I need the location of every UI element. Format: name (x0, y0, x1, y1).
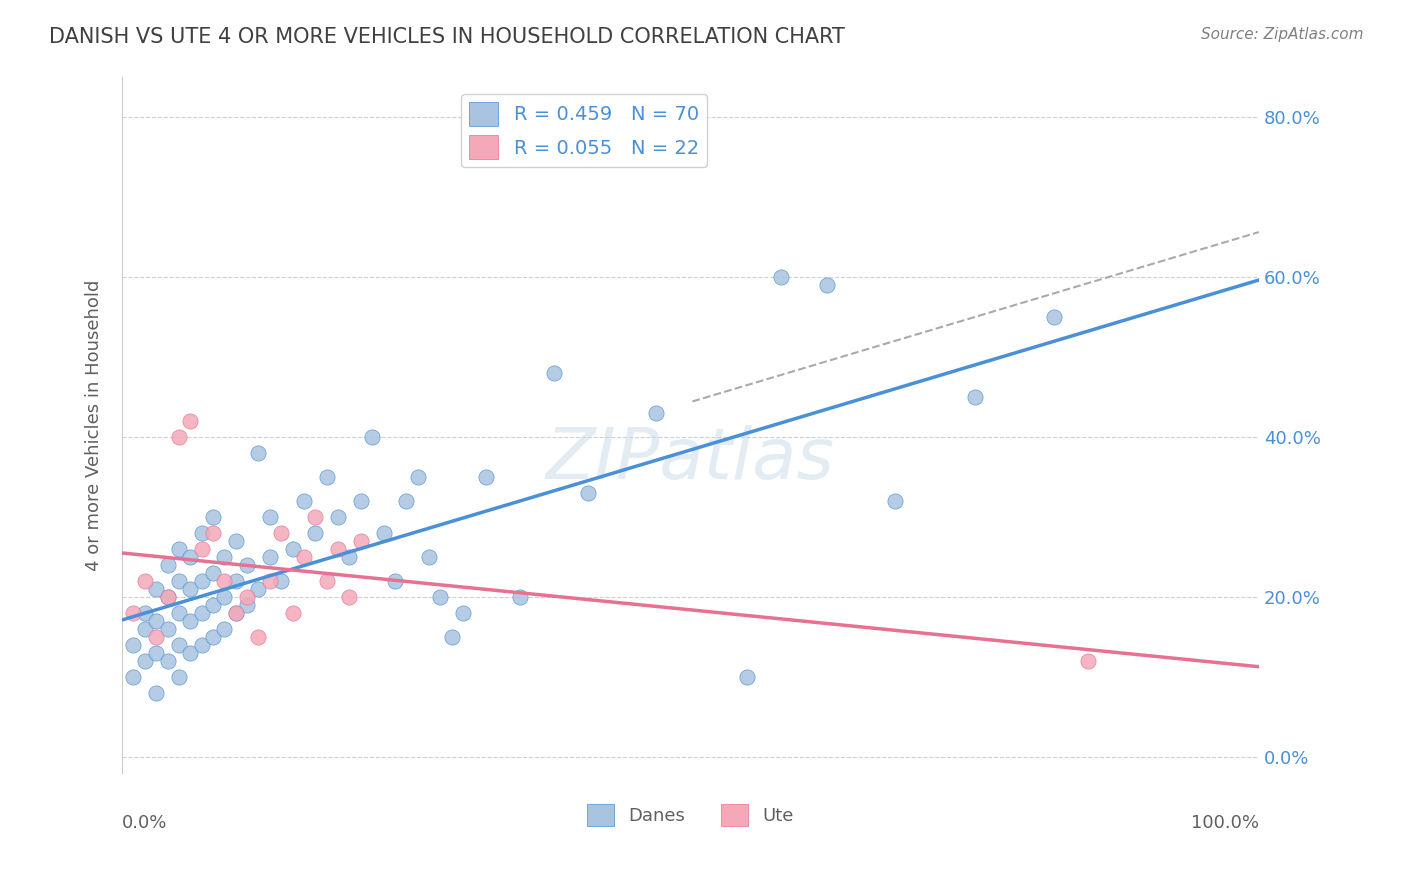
Point (145, 686, 167, 700)
Point (201, 510, 224, 524)
Point (315, 574, 337, 588)
Point (429, 590, 451, 604)
Point (190, 606, 212, 620)
Point (350, 494, 373, 508)
Point (247, 582, 270, 596)
Point (214, 622, 236, 636)
Point (214, 549, 236, 564)
Point (225, 533, 247, 548)
Point (406, 470, 429, 484)
Point (1077, 654, 1099, 668)
Point (190, 541, 212, 556)
Point (315, 470, 337, 484)
Point (225, 606, 247, 620)
Point (134, 654, 156, 668)
Point (236, 590, 259, 604)
Point (179, 646, 201, 660)
Point (339, 549, 361, 564)
Point (134, 622, 156, 636)
Point (292, 494, 315, 508)
Point (214, 574, 236, 588)
Legend: Danes, Ute: Danes, Ute (579, 797, 801, 833)
Point (247, 446, 270, 460)
Point (270, 526, 292, 541)
Point (201, 598, 224, 612)
Point (543, 366, 565, 380)
Text: ZIPatlas: ZIPatlas (546, 425, 835, 494)
Point (384, 574, 406, 588)
Point (281, 541, 304, 556)
Point (304, 510, 326, 524)
Point (1043, 310, 1066, 325)
Point (167, 430, 190, 444)
Point (167, 574, 190, 588)
Point (884, 494, 907, 508)
Point (270, 574, 292, 588)
Point (156, 622, 179, 636)
Point (770, 270, 793, 285)
Point (122, 606, 145, 620)
Y-axis label: 4 or more Vehicles in Household: 4 or more Vehicles in Household (86, 279, 103, 571)
Point (509, 590, 531, 604)
Point (156, 590, 179, 604)
Point (190, 526, 212, 541)
Point (190, 574, 212, 588)
Point (350, 533, 373, 548)
Point (179, 414, 201, 428)
Point (259, 549, 281, 564)
Point (179, 614, 201, 628)
Point (134, 574, 156, 588)
Point (395, 494, 418, 508)
Point (737, 670, 759, 684)
Point (122, 638, 145, 652)
Point (815, 278, 838, 293)
Point (145, 582, 167, 596)
Point (156, 558, 179, 572)
Point (281, 606, 304, 620)
Point (122, 670, 145, 684)
Point (167, 638, 190, 652)
Point (259, 574, 281, 588)
Point (304, 526, 326, 541)
Point (247, 630, 270, 644)
Point (259, 510, 281, 524)
Point (134, 606, 156, 620)
Point (225, 574, 247, 588)
Point (201, 630, 224, 644)
Point (440, 630, 463, 644)
Point (145, 614, 167, 628)
Point (156, 654, 179, 668)
Point (576, 486, 599, 500)
Point (179, 549, 201, 564)
Point (373, 526, 395, 541)
Point (145, 646, 167, 660)
Point (201, 526, 224, 541)
Point (167, 670, 190, 684)
Point (214, 590, 236, 604)
Point (326, 541, 349, 556)
Point (179, 582, 201, 596)
Point (339, 590, 361, 604)
Point (326, 510, 349, 524)
Text: 100.0%: 100.0% (1191, 814, 1258, 832)
Point (361, 430, 384, 444)
Point (225, 606, 247, 620)
Point (236, 558, 259, 572)
Point (451, 606, 474, 620)
Point (475, 470, 498, 484)
Point (156, 590, 179, 604)
Point (190, 638, 212, 652)
Point (236, 598, 259, 612)
Point (167, 541, 190, 556)
Point (963, 390, 986, 404)
Point (645, 406, 668, 420)
Point (201, 566, 224, 580)
Point (292, 549, 315, 564)
Point (418, 549, 440, 564)
Text: DANISH VS UTE 4 OR MORE VEHICLES IN HOUSEHOLD CORRELATION CHART: DANISH VS UTE 4 OR MORE VEHICLES IN HOUS… (49, 27, 845, 46)
Text: Source: ZipAtlas.com: Source: ZipAtlas.com (1201, 27, 1364, 42)
Text: 0.0%: 0.0% (122, 814, 167, 832)
Point (145, 630, 167, 644)
Point (167, 606, 190, 620)
